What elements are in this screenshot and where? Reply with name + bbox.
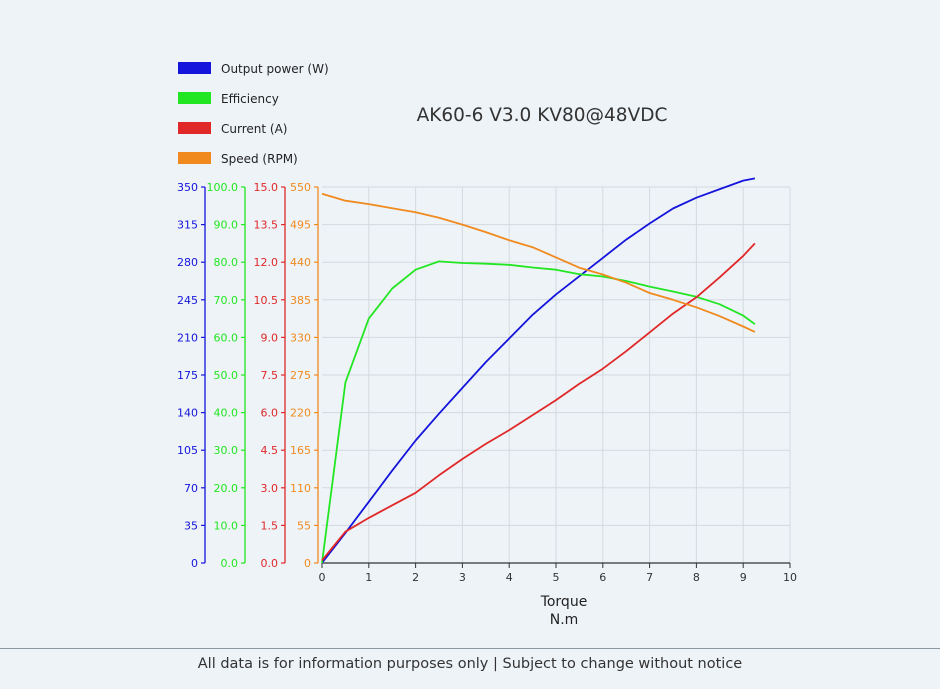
y-tick-label: 90.0 [214, 219, 239, 232]
y-tick-label: 35 [184, 519, 198, 532]
y-tick-label: 350 [177, 181, 198, 194]
y-tick-label: 4.5 [261, 444, 279, 457]
y-tick-label: 220 [290, 407, 311, 420]
y-tick-label: 30.0 [214, 444, 239, 457]
grid [322, 186, 791, 563]
x-tick-label: 9 [740, 571, 747, 584]
y-tick-label: 385 [290, 294, 311, 307]
y-tick-label: 105 [177, 444, 198, 457]
x-tick-label: 5 [553, 571, 560, 584]
y-tick-label: 165 [290, 444, 311, 457]
y-tick-label: 1.5 [261, 519, 279, 532]
x-tick-label: 1 [365, 571, 372, 584]
y-tick-label: 13.5 [254, 219, 279, 232]
y-tick-label: 280 [177, 256, 198, 269]
x-tick-label: 3 [459, 571, 466, 584]
series-line [321, 242, 756, 562]
y-tick-label: 0.0 [221, 557, 239, 570]
x-tick-label: 2 [412, 571, 419, 584]
y-tick-label: 50.0 [214, 369, 239, 382]
y-tick-label: 550 [290, 181, 311, 194]
x-axis-label: Torque [540, 594, 588, 610]
chart: 0 1 2 3 4 5 6 7 8 9 10 0 35 70 105 140 175 210 245 280 315 35… [177, 62, 797, 628]
legend-label: Output power (W) [221, 62, 329, 76]
y-tick-label: 110 [290, 482, 311, 495]
y-tick-label: 330 [290, 331, 311, 344]
chart-title: AK60-6 V3.0 KV80@48VDC [417, 105, 668, 126]
x-tick-label: 0 [319, 571, 326, 584]
x-tick-label: 8 [693, 571, 700, 584]
y-tick-label: 9.0 [261, 331, 279, 344]
y-tick-label: 495 [290, 219, 311, 232]
legend-label: Speed (RPM) [221, 152, 298, 166]
y-tick-label: 70 [184, 482, 198, 495]
y-tick-label: 70.0 [214, 294, 239, 307]
series-line [321, 260, 756, 564]
y-tick-label: 40.0 [214, 407, 239, 420]
legend-label: Current (A) [221, 122, 287, 136]
footer-notice: All data is for information purposes onl… [197, 656, 743, 672]
y-tick-label: 210 [177, 331, 198, 344]
y-tick-label: 440 [290, 256, 311, 269]
y-tick-label: 175 [177, 369, 198, 382]
legend-swatch [178, 62, 211, 74]
y-tick-label: 3.0 [261, 482, 279, 495]
series-line [321, 192, 756, 333]
y-tick-label: 12.0 [254, 256, 279, 269]
x-tick-label: 4 [506, 571, 513, 584]
axes: 0 1 2 3 4 5 6 7 8 9 10 0 35 70 105 140 175 210 245 280 315 35… [177, 181, 797, 584]
x-tick-label: 10 [783, 571, 797, 584]
y-tick-label: 15.0 [254, 181, 279, 194]
legend-swatch [178, 122, 211, 134]
y-tick-label: 0 [304, 557, 311, 570]
y-tick-label: 0.0 [261, 557, 279, 570]
legend-swatch [178, 152, 211, 164]
x-tick-label: 7 [646, 571, 653, 584]
y-tick-label: 80.0 [214, 256, 239, 269]
y-tick-label: 7.5 [261, 369, 279, 382]
y-tick-label: 20.0 [214, 482, 239, 495]
series-line [321, 177, 756, 564]
y-tick-label: 140 [177, 407, 198, 420]
y-tick-label: 315 [177, 219, 198, 232]
y-tick-label: 60.0 [214, 331, 239, 344]
y-tick-label: 100.0 [207, 181, 239, 194]
series-lines [321, 177, 756, 564]
legend: Output power (W) Efficiency Current (A) Spe… [178, 62, 329, 166]
y-tick-label: 6.0 [261, 407, 279, 420]
y-tick-label: 10.0 [214, 519, 239, 532]
legend-swatch [178, 92, 211, 104]
y-tick-label: 275 [290, 369, 311, 382]
legend-label: Efficiency [221, 92, 279, 106]
footer-divider [0, 648, 940, 649]
y-tick-label: 0 [191, 557, 198, 570]
y-tick-label: 10.5 [254, 294, 279, 307]
x-axis-unit: N.m [550, 612, 579, 628]
y-tick-label: 245 [177, 294, 198, 307]
x-tick-label: 6 [599, 571, 606, 584]
y-tick-label: 55 [297, 519, 311, 532]
